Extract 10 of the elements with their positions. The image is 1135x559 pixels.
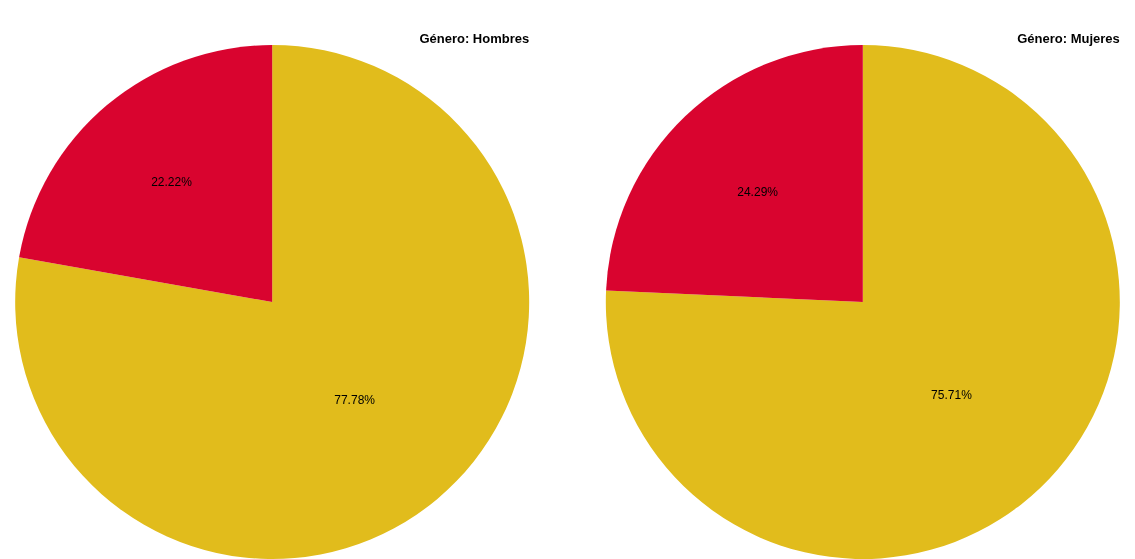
data-label: 24.29% (737, 185, 779, 200)
pie-slice (15, 45, 530, 559)
data-label: 22.22% (151, 175, 193, 190)
chart-title: Género: Hombres (419, 31, 530, 46)
chart-title: Género: Mujeres (1017, 31, 1120, 46)
pie-slice (606, 45, 863, 302)
pie-slice (19, 45, 273, 302)
data-label: 75.71% (931, 387, 973, 402)
data-label: 77.78% (334, 393, 376, 408)
pie-slice (606, 45, 1120, 559)
